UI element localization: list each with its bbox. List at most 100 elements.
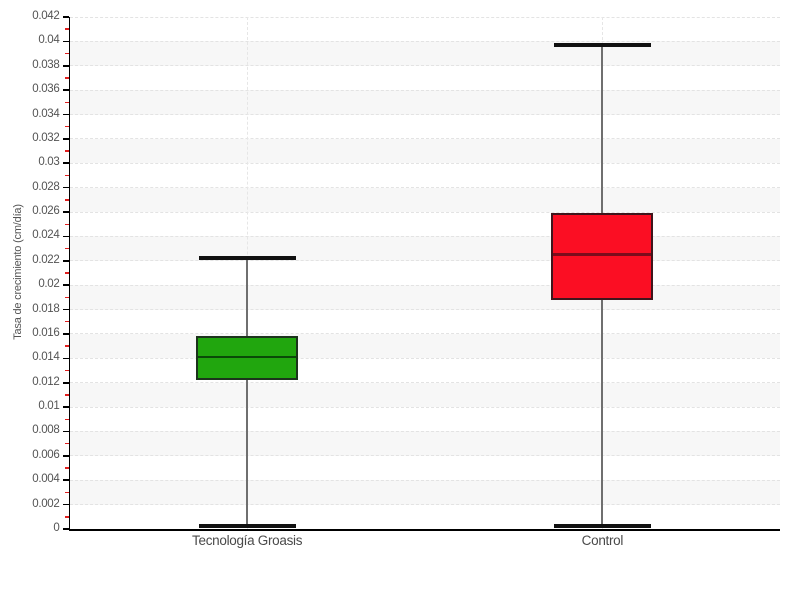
y-minor-tick [64,321,69,323]
y-minor-tick [64,174,69,177]
y-minor-tick [64,28,69,30]
h-gridline [69,114,780,116]
y-tick-label: 0 [53,522,60,534]
y-minor-tick [64,418,69,420]
y-major-tick [62,333,69,335]
plot-band [69,90,780,115]
plot-band [69,236,780,261]
median-line-1 [553,253,652,256]
h-gridline [69,284,780,286]
y-tick-label: 0.018 [32,302,60,315]
x-category-label: Tecnología Groasis [192,533,303,548]
h-gridline [69,333,780,335]
x-axis-line [68,529,780,531]
y-minor-tick [64,345,69,347]
h-gridline [69,309,780,311]
h-gridline [69,162,780,164]
plot-band [69,285,780,310]
y-minor-tick [64,442,69,445]
y-tick-label: 0.026 [32,205,60,218]
y-tick-label: 0.042 [32,10,60,22]
whisker-upper-0 [246,258,249,337]
y-major-tick [62,503,69,506]
y-minor-tick [64,491,69,494]
y-tick-label: 0.006 [32,448,60,461]
whisker-cap-top-0 [198,256,296,261]
y-major-tick [62,357,69,360]
y-major-tick [62,235,69,238]
x-category-label: Control [581,533,624,548]
h-gridline [69,40,780,42]
plot-band [69,431,780,456]
y-tick-label: 0.008 [32,424,60,437]
y-minor-tick [64,223,69,225]
y-minor-tick [64,369,69,372]
y-minor-tick [64,52,69,55]
h-gridline [69,187,780,189]
plot-band [69,187,780,213]
median-line-0 [198,355,297,359]
y-major-tick [62,64,69,67]
h-gridline [69,260,780,262]
y-minor-tick [64,101,69,104]
y-minor-tick [64,247,69,250]
plot-band [69,41,780,66]
plot-band [69,333,780,359]
whisker-upper-1 [601,45,604,214]
y-tick-label: 0.01 [38,400,60,413]
plot-band [69,382,780,408]
whisker-cap-bottom-1 [553,524,651,528]
y-tick-label: 0.02 [38,278,60,291]
y-minor-tick [64,296,69,299]
y-major-tick [62,284,69,286]
h-gridline [69,504,780,506]
h-gridline [69,138,780,140]
box-rect-1 [551,213,654,300]
y-tick-label: 0.03 [38,156,60,169]
whisker-lower-0 [246,380,249,527]
h-gridline [69,357,780,359]
y-major-tick [62,186,69,189]
y-tick-label: 0.016 [32,326,60,339]
h-gridline [69,65,780,67]
whisker-cap-top-1 [553,43,651,48]
y-minor-tick [64,467,69,469]
y-major-tick [62,89,69,91]
plot-band [69,138,780,164]
y-axis-line [68,17,70,531]
y-minor-tick [64,394,69,396]
y-major-tick [62,479,69,482]
h-gridline [69,382,780,384]
y-tick-label: 0.034 [32,107,60,120]
y-major-tick [62,16,69,18]
h-gridline [69,479,780,481]
y-major-tick [62,406,69,408]
whisker-cap-bottom-0 [198,524,296,528]
h-gridline [69,16,780,18]
y-tick-label: 0.002 [32,497,60,510]
y-major-tick [62,138,69,140]
y-minor-tick [64,150,69,152]
y-minor-tick [64,199,69,201]
y-minor-tick [64,126,69,128]
h-gridline [69,211,780,213]
y-tick-label: 0.038 [32,58,60,71]
whisker-lower-1 [601,299,604,527]
y-tick-label: 0.032 [32,131,60,144]
h-gridline [69,89,780,91]
y-minor-tick [64,516,69,518]
y-major-tick [62,113,69,116]
y-tick-label: 0.028 [32,180,60,193]
h-gridline [69,406,780,408]
y-major-tick [62,211,69,213]
y-tick-label: 0.024 [32,229,60,242]
y-tick-label: 0.004 [32,473,60,486]
y-major-tick [62,381,69,384]
h-gridline [69,235,780,237]
y-major-tick [62,528,69,530]
plot-band [69,480,780,505]
y-minor-tick [64,272,69,274]
y-tick-label: 0.036 [32,83,60,96]
